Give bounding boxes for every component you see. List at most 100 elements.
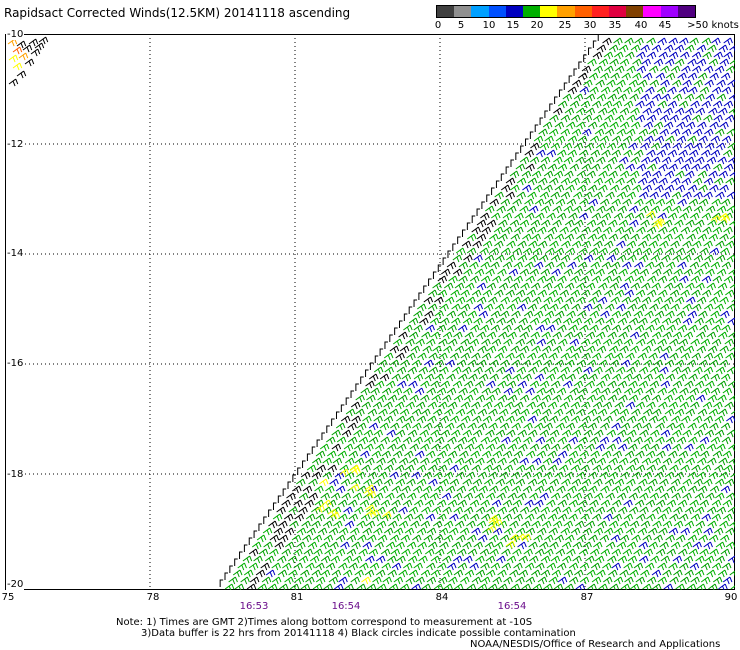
wind-barb xyxy=(442,569,453,578)
wind-barb xyxy=(721,86,732,95)
wind-barb xyxy=(16,70,27,79)
wind-barb xyxy=(604,478,615,487)
wind-barb xyxy=(708,233,719,242)
wind-barb xyxy=(566,121,576,130)
wind-barb xyxy=(635,114,646,123)
wind-barb xyxy=(674,44,685,53)
wind-barb xyxy=(567,86,578,95)
wind-barb xyxy=(685,282,695,291)
wind-barb xyxy=(568,499,579,508)
wind-barb xyxy=(560,191,571,200)
wind-barb xyxy=(570,275,580,284)
wind-barb xyxy=(579,275,590,284)
wind-barb xyxy=(592,289,602,298)
wind-barb xyxy=(383,527,394,536)
wind-barb xyxy=(675,345,685,354)
wind-barb xyxy=(540,506,551,515)
wind-barb xyxy=(598,359,609,368)
wind-barb xyxy=(453,569,464,578)
wind-barb xyxy=(337,499,348,508)
wind-barb xyxy=(224,583,235,590)
wind-barb xyxy=(596,394,606,403)
wind-barb xyxy=(687,72,698,81)
wind-barb xyxy=(606,443,617,452)
wind-barb xyxy=(354,569,364,578)
wind-barb xyxy=(641,282,651,291)
wind-barb xyxy=(678,212,689,221)
wind-barb xyxy=(698,310,708,319)
wind-barb xyxy=(446,310,457,319)
wind-barb xyxy=(609,282,619,291)
wind-barb xyxy=(430,555,441,564)
wind-barb xyxy=(585,268,596,277)
wind-barb xyxy=(674,156,684,165)
wind-barb xyxy=(631,296,641,305)
wind-barb xyxy=(456,359,467,368)
wind-barb xyxy=(605,366,615,375)
wind-barb xyxy=(696,345,707,354)
colorbar-label: 0 xyxy=(434,20,442,31)
wind-barb xyxy=(631,534,641,543)
wind-barb xyxy=(303,548,314,557)
wind-barb xyxy=(321,499,332,508)
wind-barb xyxy=(634,37,644,46)
wind-barb xyxy=(293,499,303,508)
wind-barb xyxy=(452,492,463,501)
wind-barb xyxy=(449,478,460,487)
wind-barb xyxy=(703,541,713,550)
wind-barb xyxy=(708,58,719,67)
wind-barb xyxy=(517,541,527,550)
wind-barb xyxy=(593,65,603,74)
wind-barb xyxy=(539,380,550,389)
wind-barb xyxy=(362,415,372,424)
wind-barb xyxy=(697,233,708,242)
wind-barb xyxy=(265,569,276,578)
wind-barb xyxy=(406,478,416,487)
wind-barb xyxy=(278,520,288,529)
wind-barb xyxy=(701,513,711,522)
wind-barb xyxy=(466,583,477,590)
wind-barb xyxy=(519,205,529,214)
wind-barb xyxy=(419,317,429,326)
wind-barb xyxy=(672,79,682,88)
wind-barb xyxy=(320,492,330,501)
wind-barb xyxy=(626,191,636,200)
wind-barb xyxy=(600,373,611,382)
wind-barb xyxy=(583,79,593,88)
wind-barb xyxy=(462,478,472,487)
wind-barb xyxy=(668,387,678,396)
wind-barb xyxy=(653,345,663,354)
wind-barb xyxy=(480,275,491,284)
wind-barb xyxy=(420,380,430,389)
wind-barb xyxy=(419,429,429,438)
edge-barb xyxy=(520,145,524,153)
wind-barb xyxy=(497,569,507,578)
wind-barb xyxy=(524,198,534,207)
wind-barb xyxy=(374,443,385,452)
wind-barb xyxy=(537,226,547,235)
wind-barb xyxy=(373,429,384,438)
wind-barb xyxy=(383,401,393,410)
colorbar-label: 35 xyxy=(608,20,622,31)
wind-barb xyxy=(687,135,697,144)
wind-barb xyxy=(663,394,674,403)
wind-barb xyxy=(596,219,607,228)
wind-barb xyxy=(687,184,698,193)
wind-barb xyxy=(534,198,545,207)
wind-barb xyxy=(632,422,643,431)
colorbar-label: 15 xyxy=(506,20,520,31)
wind-barb xyxy=(417,303,427,312)
wind-barb xyxy=(653,217,664,226)
wind-barb xyxy=(577,310,587,319)
wind-barb xyxy=(587,233,598,242)
wind-barb xyxy=(637,352,648,361)
edge-barb xyxy=(297,467,301,475)
wind-barb xyxy=(594,555,605,564)
wind-barb xyxy=(453,583,464,590)
wind-barb xyxy=(514,226,524,235)
wind-barb xyxy=(678,450,689,459)
wind-barb xyxy=(447,450,458,459)
wind-barb xyxy=(670,303,680,312)
wind-barb xyxy=(550,191,560,200)
wind-barb xyxy=(525,527,536,536)
